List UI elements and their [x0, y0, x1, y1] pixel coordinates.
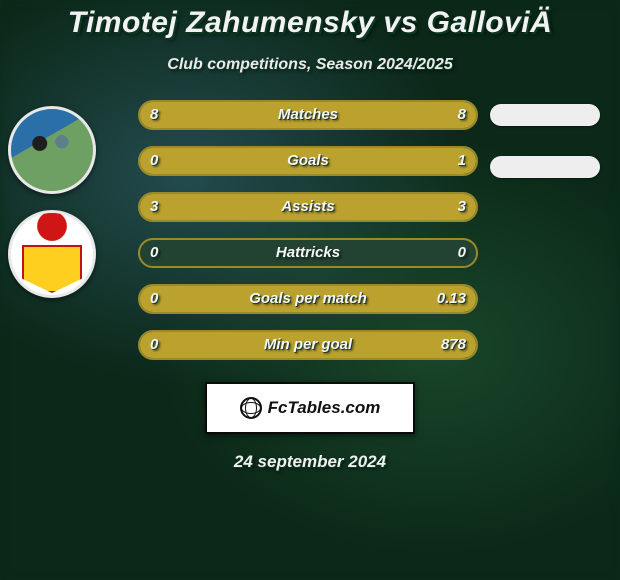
stat-label: Matches: [138, 100, 478, 130]
stat-label: Hattricks: [138, 238, 478, 268]
page-title: Timotej Zahumensky vs GalloviÄ: [0, 6, 620, 40]
stats-bars: 88Matches 01Goals 33Assists 00Hattricks 00.1…: [138, 100, 478, 376]
stat-label: Assists: [138, 192, 478, 222]
stat-label: Goals: [138, 146, 478, 176]
stat-row: 0878Min per goal: [138, 330, 478, 360]
watermark: FcTables.com: [205, 382, 415, 434]
stats-area: 88Matches 01Goals 33Assists 00Hattricks 00.1…: [0, 100, 620, 370]
footer-date: 24 september 2024: [0, 452, 620, 472]
stat-row: 00.13Goals per match: [138, 284, 478, 314]
stat-label: Goals per match: [138, 284, 478, 314]
stat-row: 33Assists: [138, 192, 478, 222]
infographic-root: Timotej Zahumensky vs GalloviÄ Club comp…: [0, 0, 620, 580]
stat-label: Min per goal: [138, 330, 478, 360]
page-subtitle: Club competitions, Season 2024/2025: [0, 56, 620, 74]
stat-row: 01Goals: [138, 146, 478, 176]
stat-row: 88Matches: [138, 100, 478, 130]
content: Timotej Zahumensky vs GalloviÄ Club comp…: [0, 0, 620, 472]
club-logo-dukla: [8, 210, 96, 298]
player-photo-1: [8, 106, 96, 194]
side-pill-1: [490, 104, 600, 126]
logos-column: [8, 94, 118, 314]
stat-row: 00Hattricks: [138, 238, 478, 268]
globe-icon: [240, 397, 262, 419]
watermark-text: FcTables.com: [268, 398, 381, 418]
side-pill-2: [490, 156, 600, 178]
